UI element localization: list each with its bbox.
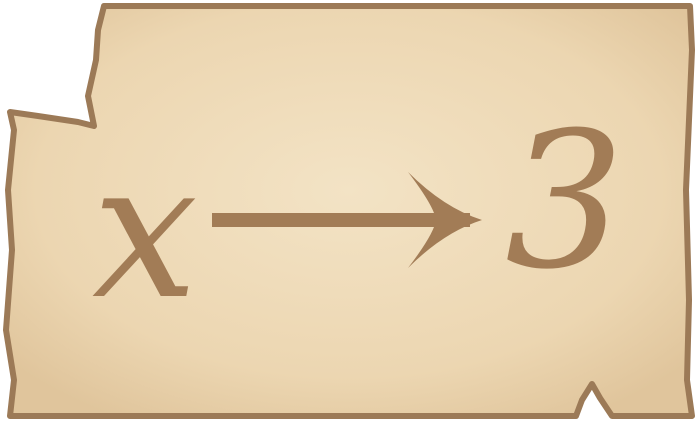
value-label: 3 <box>505 92 625 311</box>
right-arrow-icon <box>212 172 482 268</box>
variable-label: x <box>92 122 199 341</box>
parchment-shape <box>3 3 695 419</box>
